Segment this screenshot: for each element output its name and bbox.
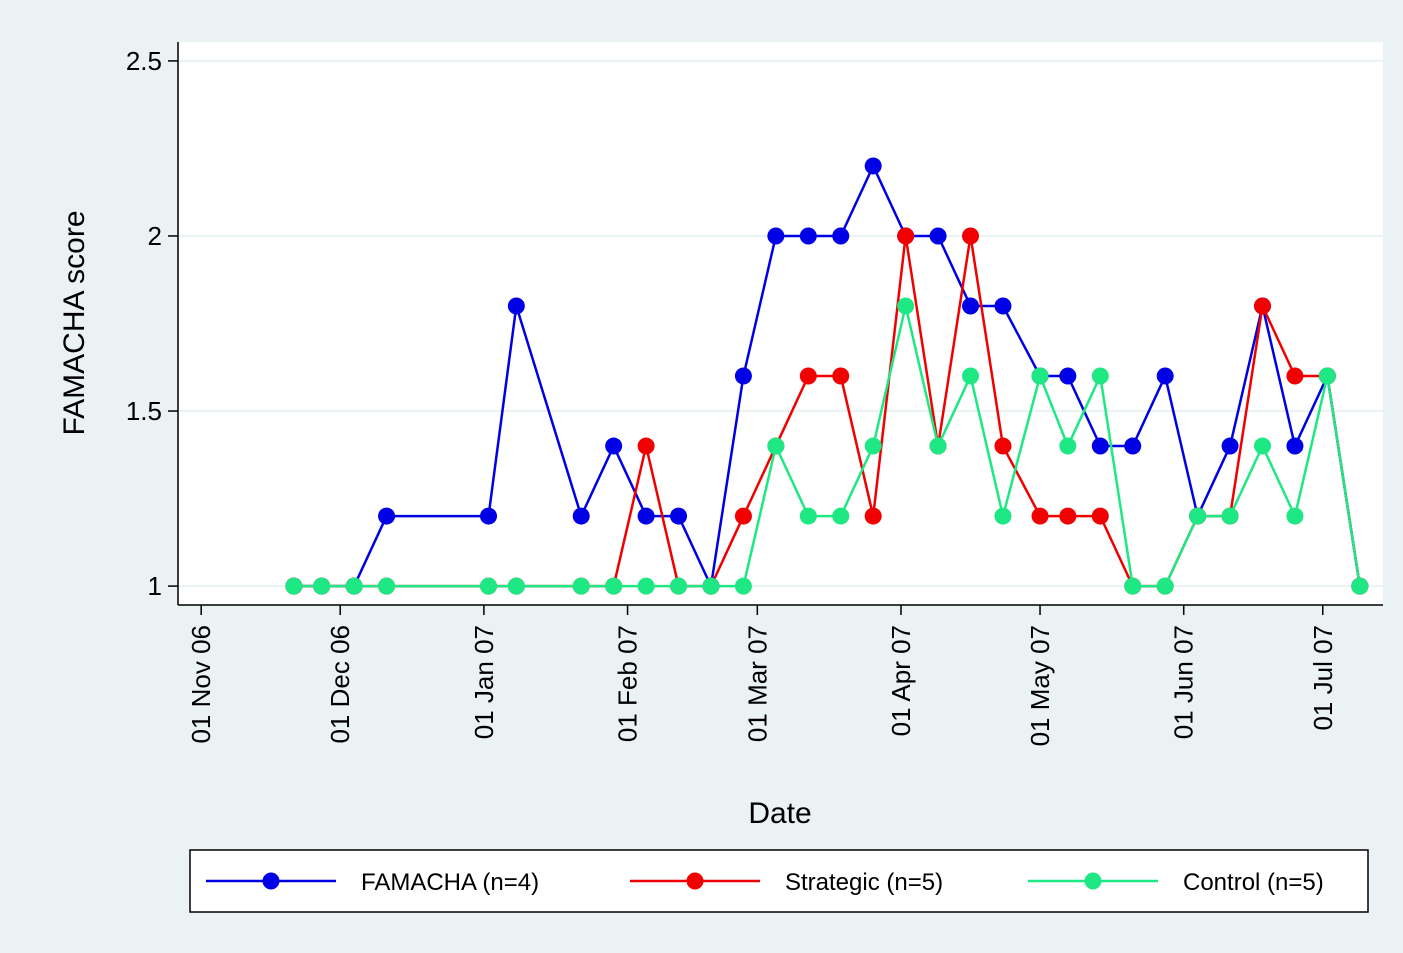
data-point [507, 297, 525, 315]
y-tick-label: 2.5 [126, 46, 162, 76]
x-tick-label: 01 Jul 07 [1308, 625, 1338, 731]
data-point [480, 507, 498, 525]
data-point [962, 367, 980, 385]
data-point [637, 437, 655, 455]
data-point [1286, 507, 1304, 525]
plot-area [178, 42, 1383, 605]
data-point [994, 507, 1012, 525]
data-point [1189, 507, 1207, 525]
data-point [962, 297, 980, 315]
data-point [929, 227, 947, 245]
data-point [799, 227, 817, 245]
data-point [1254, 437, 1271, 455]
data-point [734, 367, 752, 385]
data-point [994, 437, 1012, 455]
legend-marker [1084, 872, 1102, 890]
data-point [670, 507, 688, 525]
data-point [832, 367, 850, 385]
data-point [670, 577, 688, 595]
data-point [572, 507, 590, 525]
data-point [313, 577, 331, 595]
data-point [1059, 507, 1077, 525]
data-point [864, 157, 882, 175]
data-point [1156, 367, 1174, 385]
data-point [799, 507, 817, 525]
data-point [864, 437, 882, 455]
data-point [1286, 437, 1304, 455]
x-tick-label: 01 Dec 06 [325, 625, 355, 744]
data-point [378, 507, 396, 525]
data-point [1156, 577, 1174, 595]
data-point [1091, 437, 1109, 455]
data-point [1351, 577, 1369, 595]
y-tick-label: 1 [148, 571, 162, 601]
legend [189, 849, 1369, 913]
data-point [637, 507, 655, 525]
legend-label: Strategic (n=5) [785, 869, 943, 896]
x-tick-label: 01 Nov 06 [186, 625, 216, 744]
y-tick-label: 2 [148, 221, 162, 251]
data-point [507, 577, 525, 595]
data-point [345, 577, 363, 595]
data-point [832, 227, 850, 245]
data-point [799, 367, 817, 385]
data-point [1318, 367, 1336, 385]
data-point [897, 297, 915, 315]
y-tick-label: 1.5 [126, 396, 162, 426]
y-axis-title: FAMACHA score [58, 210, 91, 435]
data-point [832, 507, 850, 525]
x-tick-label: 01 Mar 07 [742, 625, 772, 742]
data-point [637, 577, 655, 595]
x-tick-label: 01 Apr 07 [886, 625, 916, 736]
data-point [480, 577, 498, 595]
data-point [605, 437, 623, 455]
data-point [734, 577, 752, 595]
data-point [1221, 507, 1239, 525]
data-point [1286, 367, 1304, 385]
data-point [572, 577, 590, 595]
x-tick-label: 01 Jan 07 [469, 625, 499, 739]
data-point [605, 577, 623, 595]
data-point [702, 577, 720, 595]
data-point [994, 297, 1012, 315]
data-point [1031, 367, 1049, 385]
data-point [378, 577, 396, 595]
data-point [1124, 437, 1142, 455]
data-point [864, 507, 882, 525]
data-point [767, 437, 785, 455]
data-point [1059, 367, 1077, 385]
data-point [1254, 297, 1271, 315]
data-point [285, 577, 303, 595]
data-point [1124, 577, 1142, 595]
legend-label: Control (n=5) [1183, 869, 1324, 896]
x-tick-label: 01 May 07 [1025, 625, 1055, 746]
data-point [1091, 507, 1109, 525]
legend-marker [262, 872, 280, 890]
x-axis-title: Date [748, 797, 811, 830]
data-point [897, 227, 915, 245]
data-point [1031, 507, 1049, 525]
legend-marker [686, 872, 704, 890]
data-point [734, 507, 752, 525]
legend-label: FAMACHA (n=4) [361, 869, 539, 896]
data-point [929, 437, 947, 455]
data-point [1091, 367, 1109, 385]
x-tick-label: 01 Jun 07 [1169, 625, 1199, 739]
data-point [767, 227, 785, 245]
data-point [1221, 437, 1239, 455]
x-tick-label: 01 Feb 07 [613, 625, 643, 742]
data-point [962, 227, 980, 245]
data-point [1059, 437, 1077, 455]
